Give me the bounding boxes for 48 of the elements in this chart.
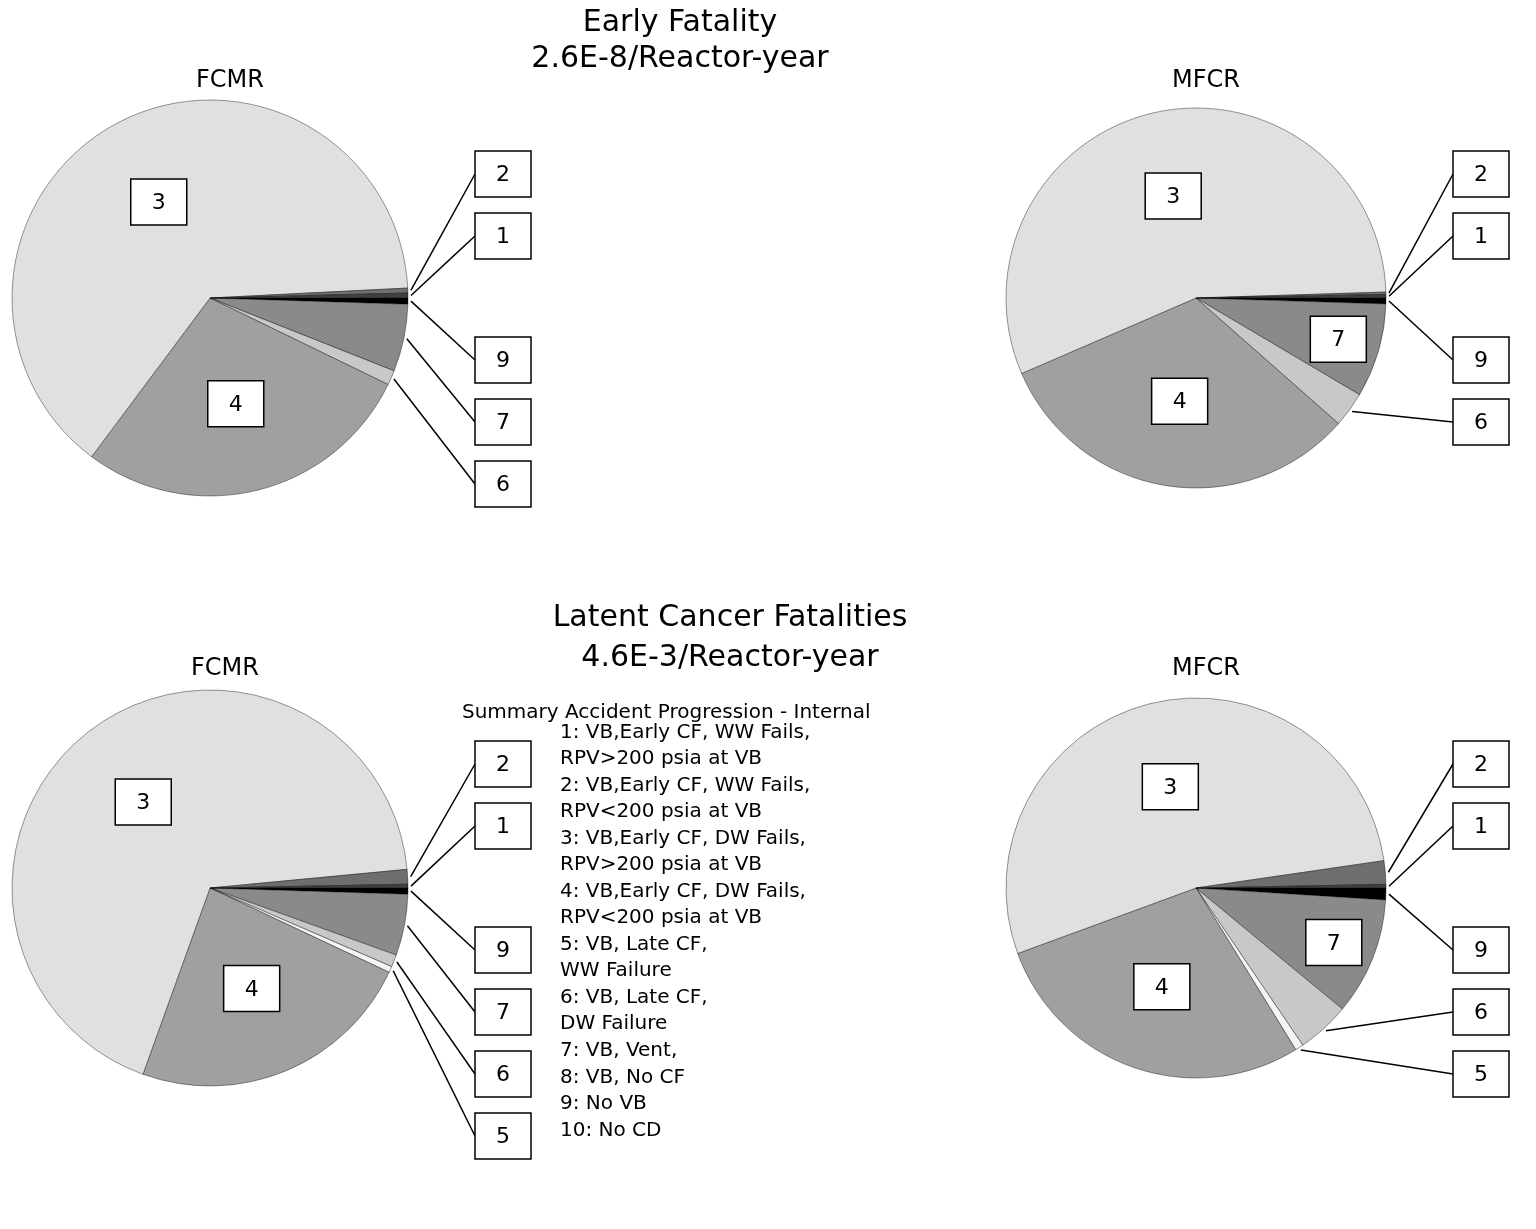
slice-label: 2 [1474,161,1488,186]
text: 9: No VB [560,1090,647,1114]
slice-label: 7 [1331,326,1346,352]
legend-label: 7 [496,999,510,1024]
text: 5: VB, Late CF, WW Failure [560,931,708,981]
legend-label: 1 [1474,223,1488,248]
legend-label: 5 [1474,1061,1488,1086]
text: 2.6E-8/Reactor-year [531,39,830,74]
text: 4.6E-3/Reactor-year [581,638,880,673]
text: 4: VB,Early CF, DW Fails, RPV<200 psia at VB [560,878,806,928]
legend-label: 5 [496,1123,510,1148]
legend-label: 1 [496,223,510,248]
text: 7: VB, Vent, [560,1037,678,1061]
text: 2: VB,Early CF, WW Fails, RPV<200 psia at VB [560,772,811,822]
slice-label: 7 [1326,929,1341,955]
slice-label: 3 [1163,773,1178,799]
chart-title: FCMR [196,65,264,93]
slice-label: 4 [244,975,259,1001]
text: Latent Cancer Fatalities [552,598,908,633]
slice-label: 2 [496,161,510,186]
slice-label: 3 [1166,183,1181,209]
text: 3: VB,Early CF, DW Fails, RPV>200 psia at VB [560,825,806,875]
slice-label: 9 [496,937,510,962]
legend-label: 6 [496,1061,510,1086]
slice-label: 4 [1154,973,1169,999]
chart-title: MFCR [1172,653,1240,681]
text: Early Fatality [582,3,778,38]
legend-label: 6 [1474,999,1488,1024]
slice-label: 9 [1474,347,1488,372]
legend-label: 1 [496,813,510,838]
slice-label: 3 [136,788,151,814]
text: 10: No CD [560,1116,662,1141]
legend-label: 7 [496,409,510,434]
slice-label: 4 [1172,388,1187,414]
chart-title: MFCR [1172,65,1240,93]
text: Summary Accident Progression - Internal [462,699,871,723]
slice-label: 2 [1474,751,1488,776]
text: 8: VB, No CF [560,1063,685,1088]
chart-title: FCMR [191,653,259,681]
legend-label: 6 [1474,409,1488,434]
legend-label: 1 [1474,813,1488,838]
slice-label: 4 [228,390,243,416]
slice-label: 3 [151,188,166,214]
legend-label: 6 [496,471,510,496]
slice-label: 9 [1474,937,1488,962]
slice-label: 2 [496,751,510,776]
text: 6: VB, Late CF, DW Failure [560,984,708,1034]
slice-label: 9 [496,347,510,372]
